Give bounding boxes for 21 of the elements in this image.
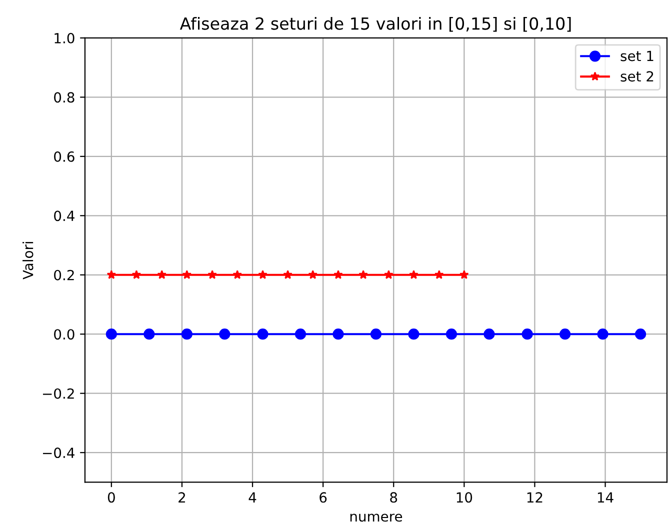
x-tick-label: 10 bbox=[456, 492, 472, 503]
y-tick-label: 0.6 bbox=[54, 151, 74, 162]
y-tick-label: 0.2 bbox=[54, 270, 74, 280]
chart-title: Afiseaza 2 seturi de 15 valori in [0,15] si [0,10] bbox=[180, 16, 571, 32]
x-axis-title: numere bbox=[350, 514, 402, 522]
y-axis-title: Valori bbox=[22, 242, 34, 280]
y-tick-label: 0.4 bbox=[54, 210, 74, 222]
x-tick-label: 0 bbox=[108, 492, 115, 503]
x-tick-label: 14 bbox=[598, 492, 614, 502]
y-tick-label: 1.0 bbox=[54, 32, 74, 44]
y-tick-label: −0.4 bbox=[42, 448, 74, 458]
legend-label: set 1 bbox=[620, 50, 654, 62]
x-tick-label: 4 bbox=[248, 492, 256, 502]
y-tick-label: 0.0 bbox=[54, 329, 74, 340]
y-tick-label: 0.8 bbox=[54, 92, 74, 103]
y-tick-label: −0.2 bbox=[42, 388, 74, 399]
x-tick-label: 8 bbox=[390, 492, 398, 503]
x-tick-label: 12 bbox=[527, 492, 542, 502]
legend-label: set 2 bbox=[620, 71, 654, 82]
x-tick-label: 6 bbox=[320, 492, 327, 503]
x-tick-label: 2 bbox=[178, 492, 185, 502]
